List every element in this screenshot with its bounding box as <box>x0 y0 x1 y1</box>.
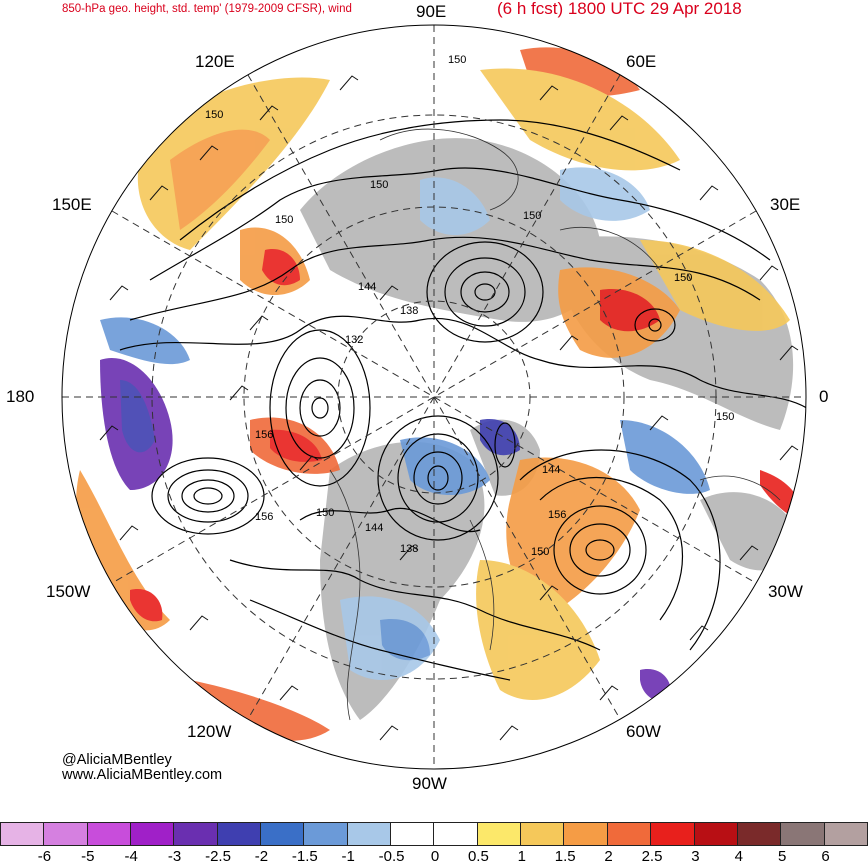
longitude-label-90w: 90W <box>412 774 447 793</box>
colorbar-swatch <box>781 822 825 846</box>
colorbar-swatch <box>131 822 175 846</box>
credit-handle: @AliciaMBentley <box>62 752 172 768</box>
colorbar-swatch <box>651 822 695 846</box>
colorbar-swatch <box>824 822 868 846</box>
colorbar-tick-label: 4 <box>734 848 743 865</box>
contour-label: 138 <box>400 543 418 555</box>
colorbar-tick-label: -6 <box>37 848 52 865</box>
longitude-label-180: 180 <box>6 387 35 406</box>
contour-label: 144 <box>365 522 383 534</box>
forecast-time: (6 h fcst) 1800 UTC 29 Apr 2018 <box>497 0 742 18</box>
anomaly-shading <box>76 47 801 741</box>
graticule <box>62 25 806 769</box>
contour-label-group: 150 150 150 150 150 144 138 132 156 156 … <box>205 54 734 558</box>
contour-label: 132 <box>345 334 363 346</box>
longitude-label-120e: 120E <box>195 52 235 71</box>
colorbar-swatch <box>521 822 565 846</box>
contour-label: 150 <box>716 411 734 423</box>
contour-label: 156 <box>255 511 273 523</box>
map-title: 850-hPa geo. height, std. temp' (1979-20… <box>62 3 352 15</box>
credit-site: www.AliciaMBentley.com <box>62 767 223 783</box>
colorbar-tick-label: 0 <box>430 848 440 865</box>
colorbar-tick-label: 0.5 <box>467 848 489 865</box>
height-contours <box>119 119 806 681</box>
contour-label: 156 <box>255 429 273 441</box>
contour-label: 150 <box>370 179 388 191</box>
colorbar-tick-label: 5 <box>778 848 787 865</box>
contour-label: 150 <box>448 54 466 66</box>
contour-label: 150 <box>275 214 293 226</box>
colorbar-swatch <box>694 822 738 846</box>
colorbar-swatch <box>0 822 45 846</box>
contour-label: 144 <box>358 281 376 293</box>
colorbar-swatch <box>347 822 392 846</box>
colorbar-swatch <box>44 822 88 846</box>
colorbar-tick-label: 2 <box>604 848 613 865</box>
colorbar-swatch <box>391 822 435 846</box>
contour-label: 150 <box>316 507 334 519</box>
contour-label: 156 <box>548 509 566 521</box>
colorbar-tick-label: 1.5 <box>554 848 576 865</box>
contour-label: 150 <box>674 272 692 284</box>
colorbar-tick-label: -0.5 <box>378 848 405 865</box>
longitude-label-60e: 60E <box>626 52 657 71</box>
coastlines <box>329 128 781 721</box>
colorbar-swatch <box>87 822 132 846</box>
longitude-label-0: 0 <box>819 387 829 406</box>
longitude-label-60w: 60W <box>626 722 661 741</box>
polar-map: 150 150 150 150 150 144 138 132 156 156 … <box>61 24 807 770</box>
longitude-label-150w: 150W <box>46 582 91 601</box>
longitude-label-120w: 120W <box>187 722 232 741</box>
colorbar-swatch <box>261 822 305 846</box>
contour-label: 144 <box>542 464 560 476</box>
colorbar-tick-label: 3 <box>691 848 700 865</box>
colorbar <box>0 822 868 846</box>
colorbar-tick-label: -2 <box>254 848 269 865</box>
colorbar-tick-label: -3 <box>167 848 182 865</box>
longitude-label-150e: 150E <box>52 195 92 214</box>
colorbar-tick-label: -1 <box>341 848 355 865</box>
colorbar-swatch <box>737 822 782 846</box>
colorbar-tick-label: -4 <box>124 848 138 865</box>
colorbar-tick-label: 6 <box>821 848 830 865</box>
colorbar-swatch <box>217 822 262 846</box>
colorbar-swatch <box>174 822 218 846</box>
colorbar-swatch <box>434 822 478 846</box>
colorbar-tick-label: 1 <box>517 848 526 865</box>
colorbar-swatch <box>607 822 652 846</box>
longitude-label-30w: 30W <box>768 582 803 601</box>
colorbar-swatch <box>564 822 608 846</box>
contour-label: 138 <box>400 305 418 317</box>
contour-label: 150 <box>523 210 541 222</box>
contour-label: 150 <box>205 109 223 121</box>
colorbar-tick-label: -1.5 <box>291 848 318 865</box>
colorbar-swatch <box>477 822 522 846</box>
colorbar-tick-label: -5 <box>81 848 95 865</box>
colorbar-tick-label: -2.5 <box>205 848 231 865</box>
colorbar-ticks: -6 -5 -4 -3 -2.5 -2 -1.5 -1 -0.5 0 0.5 1 1.5 2 2.5 3 4 5 6 <box>0 848 868 865</box>
longitude-label-30e: 30E <box>770 195 801 214</box>
contour-label: 150 <box>531 546 549 558</box>
wind-barbs <box>99 75 799 741</box>
colorbar-tick-label: 2.5 <box>641 848 663 865</box>
longitude-label-90e: 90E <box>416 2 447 21</box>
colorbar-swatch <box>304 822 348 846</box>
